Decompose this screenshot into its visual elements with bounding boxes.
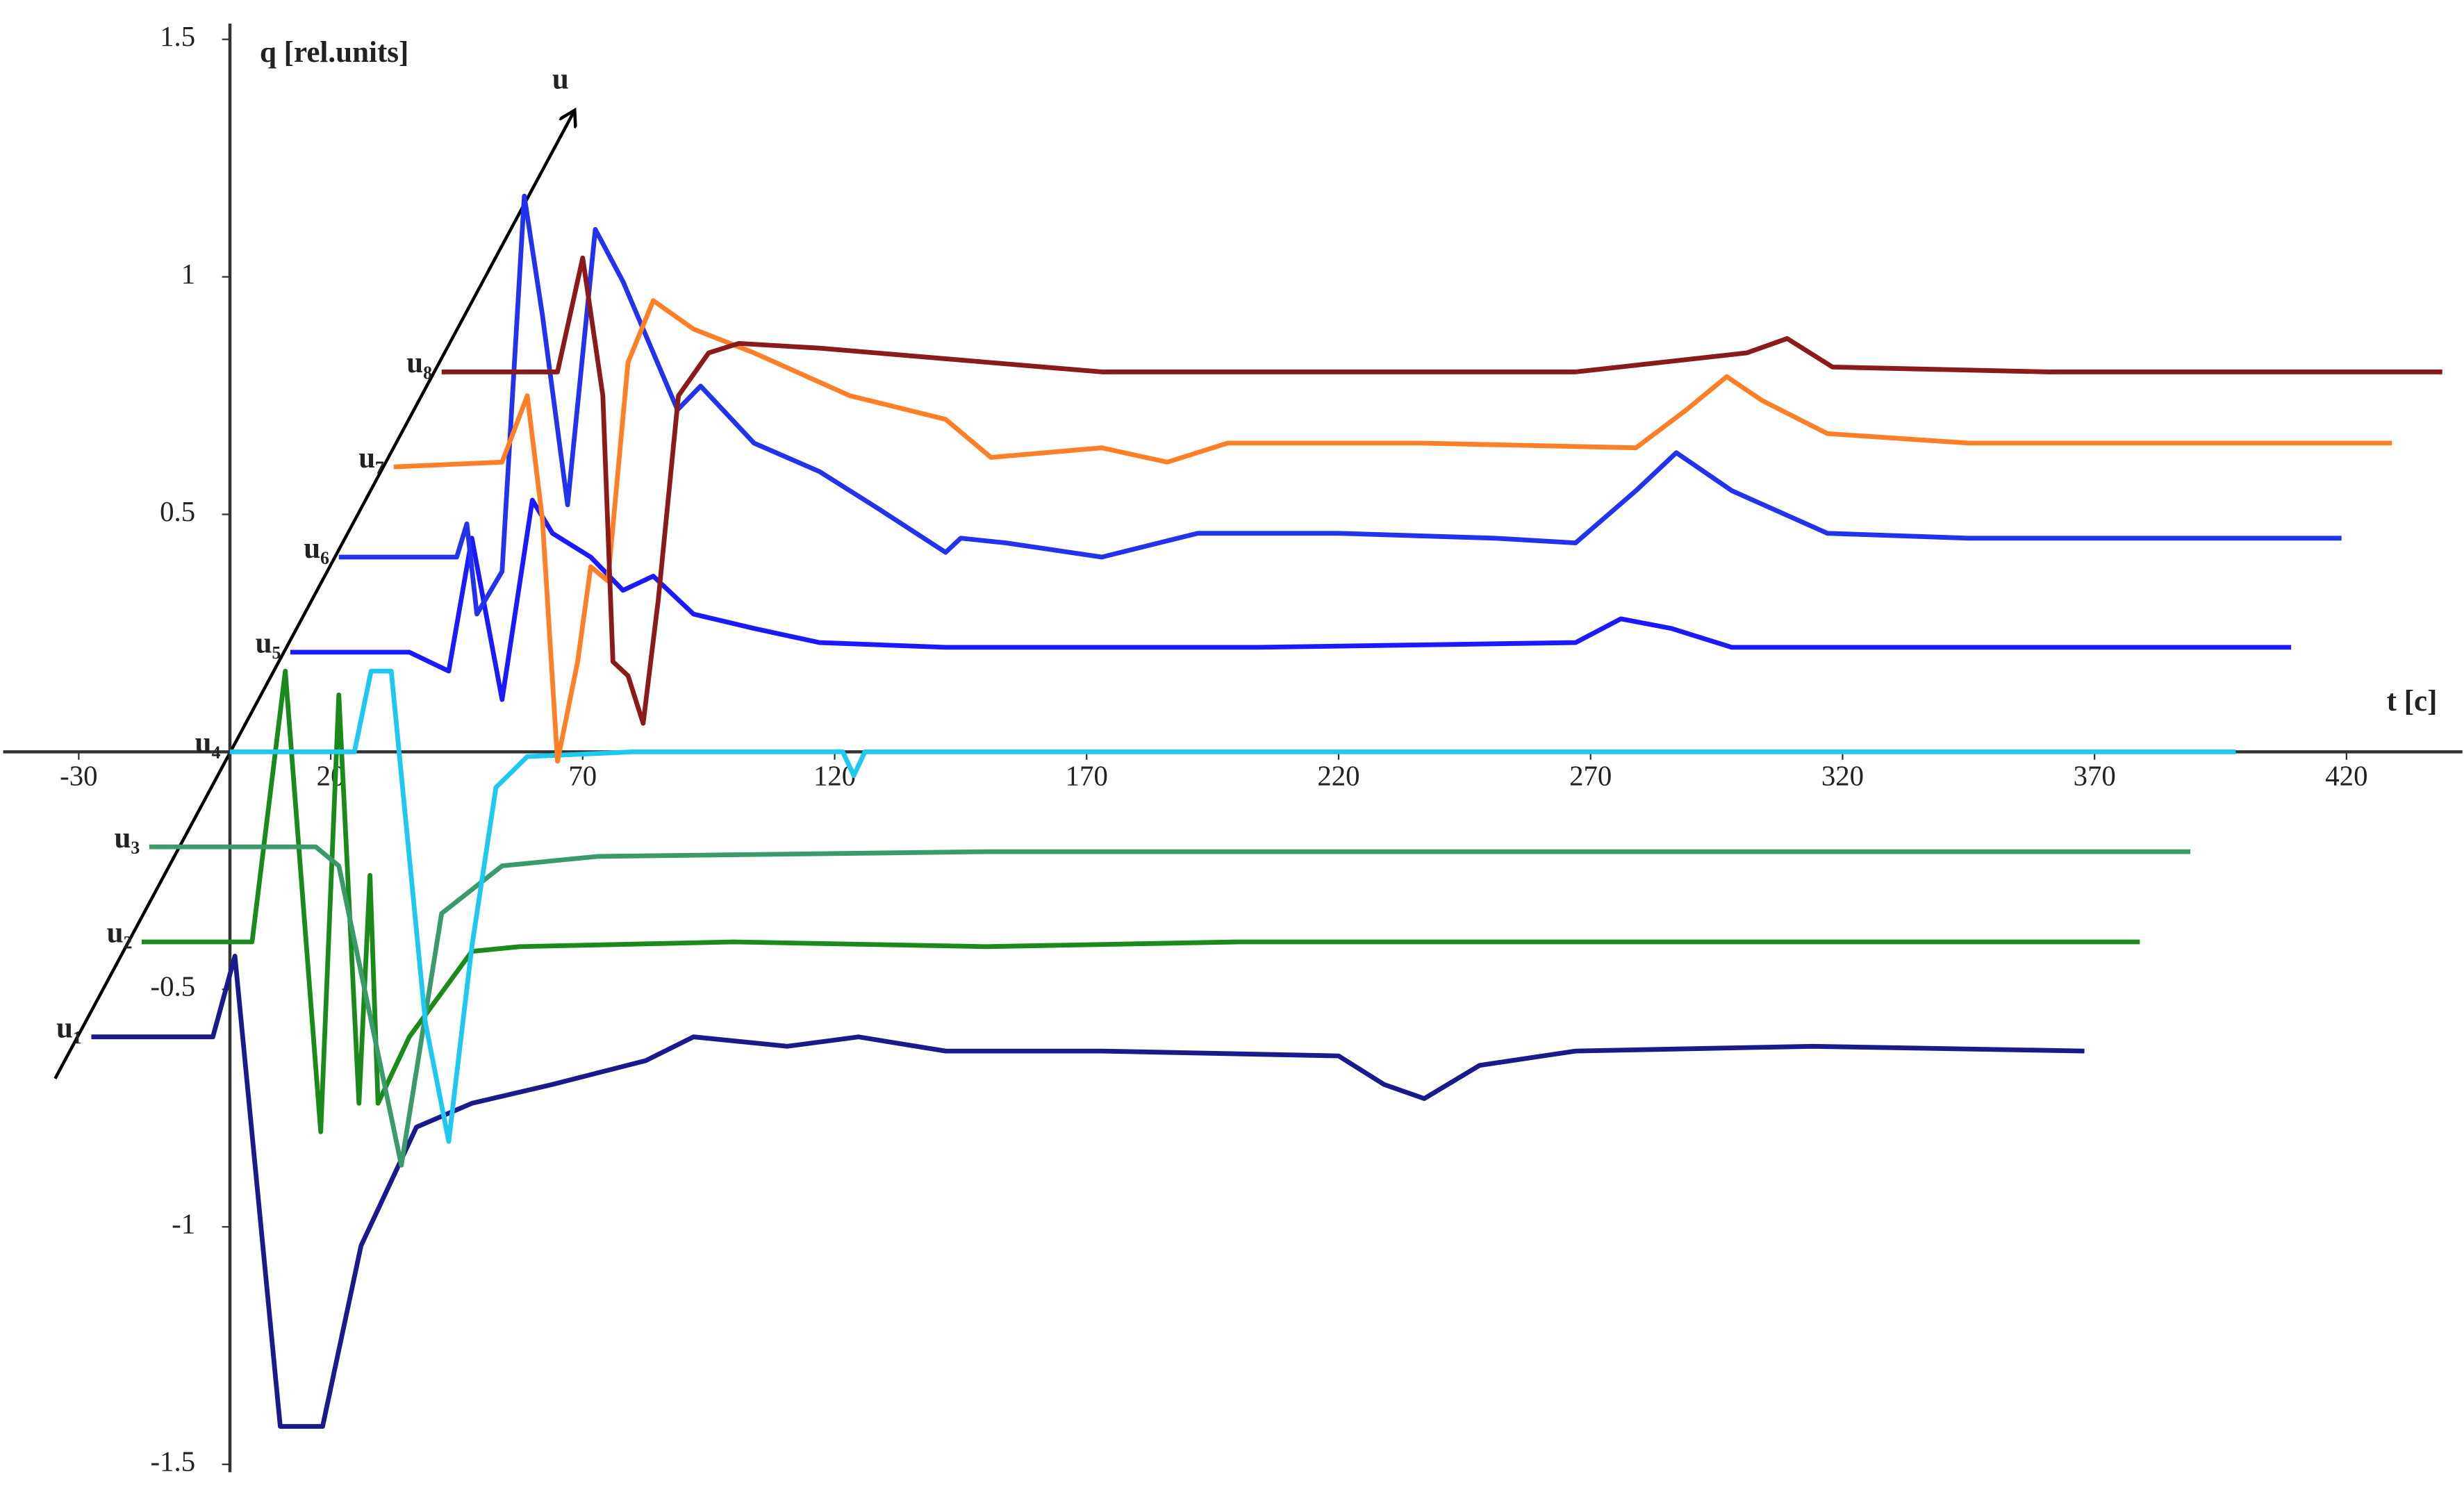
x-tick-label: -30 (60, 760, 97, 791)
series-label: u₆ (304, 532, 329, 565)
y-axis-label: q [rel.units] (260, 36, 408, 69)
u-arrow (53, 110, 574, 1079)
y-tick-label: -1.5 (151, 1446, 196, 1477)
series-label: u₃ (114, 822, 140, 854)
y-tick-label: -0.5 (151, 971, 196, 1002)
x-tick-label: 420 (2325, 760, 2367, 791)
arrow-label: u (552, 63, 569, 96)
x-axis-label: t [c] (2387, 685, 2438, 718)
x-tick-label: 220 (1317, 760, 1359, 791)
series-label: u₅ (256, 627, 281, 660)
series-line (229, 668, 2236, 1144)
x-tick-label: 270 (1569, 760, 1612, 791)
series-line (290, 497, 2292, 702)
x-tick-label: 370 (2074, 760, 2116, 791)
y-tick-label: 1.5 (160, 21, 195, 52)
x-tick-label: 320 (1821, 760, 1864, 791)
series-line (441, 255, 2442, 726)
series-label: u₁ (56, 1011, 82, 1044)
series-line (149, 844, 2191, 1168)
x-tick-label: 170 (1066, 760, 1108, 791)
series-line (338, 193, 2342, 617)
series-line (393, 298, 2392, 764)
series-label: u₇ (358, 442, 384, 474)
series-line (141, 668, 2140, 1134)
series-label: u₄ (195, 727, 221, 759)
y-tick-label: 1 (181, 258, 195, 290)
series-label: u₂ (107, 917, 133, 950)
y-tick-label: -1 (172, 1209, 195, 1240)
series-label: u₈ (406, 347, 432, 379)
x-tick-label: 70 (568, 760, 597, 791)
series-line (91, 954, 2085, 1429)
y-tick-label: 0.5 (160, 496, 195, 527)
